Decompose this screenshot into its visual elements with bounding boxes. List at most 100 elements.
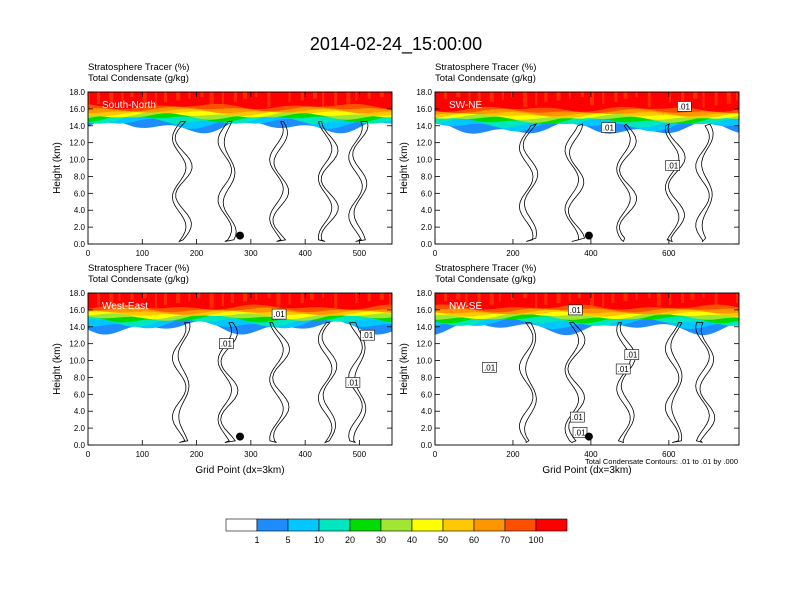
contour-label-box — [677, 101, 692, 112]
tracer-streak — [221, 92, 224, 104]
tracer-streak — [614, 92, 618, 103]
contour-label: .01 — [679, 102, 691, 111]
y-tick-label: 14.0 — [416, 323, 432, 332]
colorbar-swatch — [535, 518, 568, 532]
tracer-streak — [511, 293, 514, 300]
tracer-field — [88, 92, 392, 134]
tracer-streak — [535, 92, 538, 106]
colorbar-label: 5 — [285, 535, 290, 545]
condensate-contour — [664, 322, 683, 443]
plot-frame — [434, 91, 740, 245]
y-tick-label: 18.0 — [416, 289, 432, 298]
x-tick-label: 200 — [190, 450, 204, 459]
location-marker — [236, 432, 244, 441]
y-tick-label: 8.0 — [74, 172, 86, 181]
y-tick-label: 4.0 — [421, 206, 433, 215]
location-marker — [584, 231, 593, 240]
contour-label: .01 — [570, 306, 582, 315]
tracer-streak — [489, 92, 494, 103]
location-marker — [584, 432, 593, 441]
tracer-streak — [477, 92, 481, 104]
panel-label: West-East — [102, 301, 148, 312]
y-tick-label: 0.0 — [74, 240, 86, 249]
y-axis-label: Height (km) — [52, 142, 63, 194]
contour-label: .01 — [572, 413, 584, 422]
contour-label-box — [572, 426, 588, 438]
colorbar-label: 40 — [407, 535, 417, 545]
colorbar-swatch — [318, 518, 351, 532]
tracer-streak — [309, 293, 314, 300]
contour-label-box — [482, 361, 497, 373]
tracer-streak — [590, 293, 594, 309]
x-axis-label: Grid Point (dx=3km) — [542, 465, 631, 476]
y-tick-label: 12.0 — [416, 340, 432, 349]
tracer-streak — [556, 92, 561, 101]
condensate-contour — [564, 123, 586, 242]
tracer-streak — [647, 92, 651, 108]
tracer-streak — [221, 293, 224, 307]
colorbar-label: 20 — [345, 535, 355, 545]
y-tick-label: 16.0 — [69, 306, 85, 315]
x-tick-label: 500 — [353, 249, 367, 258]
tracer-streak — [690, 293, 695, 300]
contour-label: .01 — [484, 363, 496, 372]
tracer-streak — [209, 92, 214, 106]
tracer-streak — [130, 92, 134, 98]
x-tick-label: 0 — [433, 249, 438, 258]
contour-label: .01 — [626, 351, 638, 360]
condensate-contours — [519, 322, 716, 444]
y-tick-label: 16.0 — [416, 105, 432, 114]
tracer-streak — [379, 92, 384, 98]
y-tick-label: 2.0 — [74, 223, 86, 232]
y-tick-label: 10.0 — [416, 357, 432, 366]
tracer-streak — [444, 293, 448, 302]
y-tick-label: 8.0 — [421, 373, 433, 382]
y-tick-label: 6.0 — [421, 189, 433, 198]
condensate-contour — [171, 322, 191, 443]
condensate-contour — [269, 121, 290, 242]
tracer-streak — [267, 293, 271, 299]
condensate-contour — [564, 322, 586, 443]
colorbar-swatch — [287, 518, 320, 532]
colorbar: 1 5 10 20 30 40 50 60 70 100 — [225, 518, 568, 545]
panel-subtitle-condensate: Total Condensate (g/kg) — [88, 274, 189, 285]
tracer-streak — [736, 293, 738, 304]
tracer-streak — [444, 92, 448, 99]
colorbar-label: 30 — [376, 535, 386, 545]
tracer-field — [435, 293, 739, 336]
tracer-streak — [334, 293, 338, 309]
colorbar-label: 70 — [500, 535, 510, 545]
tracer-streak — [243, 92, 247, 99]
tracer-streak — [590, 92, 594, 106]
colorbar-label: 1 — [254, 535, 259, 545]
x-tick-label: 100 — [136, 249, 150, 258]
tracer-streak — [602, 293, 605, 307]
contour-label: .01 — [618, 365, 630, 374]
condensate-contour — [616, 123, 638, 243]
tracer-streak — [164, 293, 167, 305]
x-tick-label: 400 — [584, 450, 598, 459]
condensate-contour — [317, 322, 338, 444]
location-marker — [236, 231, 244, 240]
condensate-contour — [519, 322, 537, 444]
y-axis-label: Height (km) — [399, 343, 410, 395]
tracer-streak — [568, 293, 571, 302]
condensate-contour — [518, 123, 539, 242]
y-tick-label: 14.0 — [416, 122, 432, 131]
tracer-streak — [544, 293, 548, 305]
tracer-streak — [635, 293, 638, 300]
tracer-streak — [130, 293, 134, 300]
panels-group: 0.0 2.0 4.0 6.0 8.0 10.0 12.0 14.0 16.0 18.0 0 100 2… — [52, 62, 740, 476]
tracer-streak — [267, 92, 271, 108]
tracer-streak — [109, 293, 114, 305]
y-tick-label: 8.0 — [74, 373, 86, 382]
x-tick-label: 0 — [86, 450, 91, 459]
tracer-streak — [97, 293, 101, 307]
tracer-streak — [300, 293, 304, 304]
tracer-streak — [230, 293, 234, 304]
tracer-streak — [121, 92, 124, 101]
x-tick-label: 500 — [353, 450, 367, 459]
tracer-streak — [313, 92, 317, 99]
tracer-streak — [255, 293, 258, 300]
